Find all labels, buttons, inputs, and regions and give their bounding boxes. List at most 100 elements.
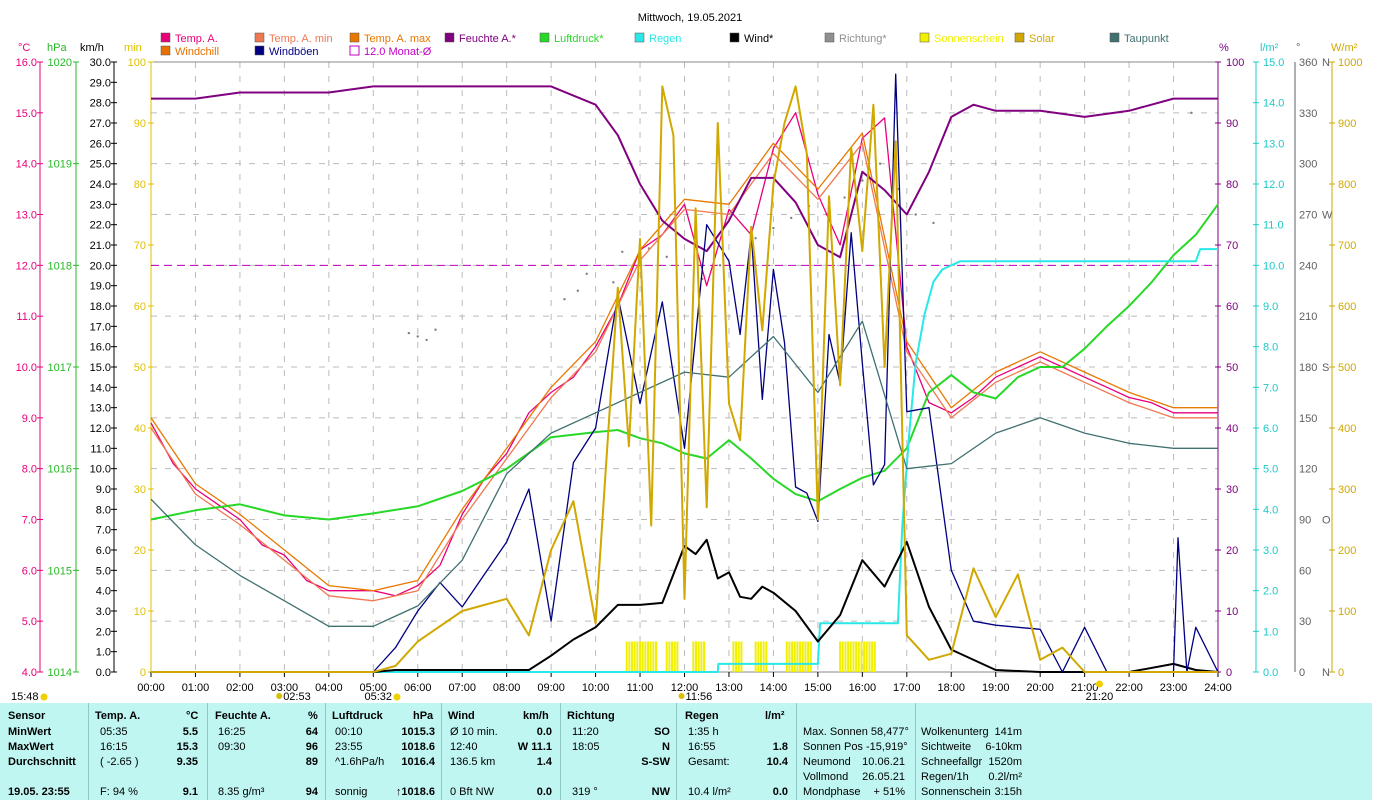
header-sensor: Sensor: [8, 710, 46, 722]
direction-point: [585, 272, 588, 276]
info-cell-feuchte-val: 64: [305, 726, 318, 738]
info-cell-luft-time: ^1.6hPa/h: [335, 756, 385, 768]
axis-rain-label: 6.0: [1263, 423, 1278, 435]
direction-point: [861, 179, 864, 182]
axis-percent-label: 90: [1226, 118, 1238, 130]
axis-kmh-label: 8.0: [96, 504, 111, 516]
direction-point: [718, 264, 722, 267]
info-cell-luft-val: 1016.4: [401, 756, 435, 768]
axis-rain-label: 5.0: [1263, 464, 1278, 476]
axis-min-label: 20: [134, 545, 146, 557]
info-cell-richt-val: NW: [651, 786, 670, 798]
info-cell-extra2-val: 1520m: [988, 756, 1022, 768]
legend-swatch: [1109, 32, 1120, 43]
sunset-icon: [1095, 680, 1103, 688]
legend-label: Wind*: [744, 33, 774, 45]
info-cell-temp-time: 05:35: [100, 726, 128, 738]
unit-direction: °: [1296, 42, 1300, 54]
info-panel: Sensor Temp. A. °C Feuchte A. % Luftdruc…: [0, 703, 1372, 800]
axis-min-label: 50: [134, 362, 146, 374]
info-cell-wind-val: W 11.1: [517, 741, 552, 753]
info-cell-extra2: Sichtweite: [921, 741, 972, 753]
axis-solar-label: 900: [1338, 118, 1356, 130]
info-cell-extra2: Wolkenunterg: [921, 726, 989, 738]
legend-swatch: [349, 32, 360, 43]
header-wind-unit: km/h: [523, 710, 549, 722]
axis-direction-label: 210: [1299, 311, 1317, 323]
separator: [915, 703, 916, 800]
axis-x-label: 07:00: [448, 682, 476, 694]
header-temp-unit: °C: [186, 710, 199, 722]
legend-label: Windböen: [269, 46, 319, 58]
info-cell-extra1: Vollmond: [803, 771, 849, 783]
legend-label: Richtung*: [839, 33, 887, 45]
direction-point: [878, 162, 882, 165]
info-cell-sensor: MaxWert: [8, 741, 54, 753]
unit-kmh: km/h: [80, 42, 104, 54]
direction-point: [1190, 111, 1193, 115]
info-cell-temp-val: 5.5: [182, 726, 198, 738]
axis-kmh-label: 3.0: [96, 606, 111, 618]
info-cell-wind-val: 1.4: [536, 756, 552, 768]
info-cell-extra2: Schneefallgr: [921, 756, 983, 768]
axis-celsius-label: 12.0: [16, 260, 37, 272]
legend-label: Luftdruck*: [554, 33, 604, 45]
legend-swatch: [1014, 32, 1025, 43]
axis-rain-label: 2.0: [1263, 586, 1278, 598]
axis-x-label: 00:00: [137, 682, 165, 694]
axis-kmh-label: 16.0: [90, 342, 111, 354]
axis-min-label: 40: [134, 423, 146, 435]
axis-kmh-label: 5.0: [96, 565, 111, 577]
axis-percent-label: 30: [1226, 484, 1238, 496]
info-cell-extra1: Sonnen Pos -15,919°: [803, 741, 908, 753]
header-regen: Regen: [685, 710, 719, 722]
info-cell-extra2: Regen/1h: [921, 771, 969, 783]
info-cell-luft-time: sonnig: [335, 786, 368, 798]
info-cell-luft-val: 1018.6: [401, 741, 435, 753]
axis-x-label: 06:00: [404, 682, 432, 694]
axis-celsius-label: 11.0: [16, 311, 37, 323]
direction-point: [434, 328, 437, 331]
info-cell-feuchte-val: 96: [305, 741, 318, 753]
info-cell-luft-time: 23:55: [335, 741, 363, 753]
info-cell-extra1: Neumond: [803, 756, 851, 768]
info-cell-richt-val: SO: [654, 726, 670, 738]
info-cell-regen-val: 0.0: [772, 786, 788, 798]
info-cell-richt-val: S-SW: [641, 756, 670, 768]
chart-title: Mittwoch, 19.05.2021: [638, 12, 743, 24]
axis-kmh-label: 26.0: [90, 138, 111, 150]
series-line-temp-a-: [150, 112, 1218, 597]
event-moonrise: 11:56: [686, 691, 713, 703]
axis-direction-compass: N: [1322, 667, 1330, 679]
axis-rain-label: 1.0: [1263, 626, 1278, 638]
info-cell-extra2-val: 0.2l/m²: [988, 771, 1022, 783]
info-cell-feuchte-val: 89: [305, 756, 318, 768]
event-sunset: 21:20: [1086, 691, 1114, 703]
axis-kmh-label: 14.0: [90, 382, 111, 394]
direction-point: [665, 255, 668, 259]
info-cell-extra1-val: 10.06.21: [862, 756, 905, 768]
unit-rain: l/m²: [1260, 42, 1279, 54]
axis-x-label: 13:00: [715, 682, 743, 694]
axis-solar-label: 0: [1338, 667, 1344, 679]
axis-kmh-label: 13.0: [90, 403, 111, 415]
info-cell-richt-time: 319 °: [572, 786, 598, 798]
legend-swatch: [729, 32, 740, 43]
info-cell-extra2-val: 3:15h: [994, 786, 1022, 798]
axis-solar-label: 800: [1338, 179, 1356, 191]
axis-hpa-label: 1014: [48, 667, 72, 679]
axis-kmh-label: 10.0: [90, 464, 111, 476]
separator: [560, 703, 561, 800]
axis-kmh-label: 18.0: [90, 301, 111, 313]
axis-kmh-label: 23.0: [90, 199, 111, 211]
info-cell-luft-time: 00:10: [335, 726, 363, 738]
series-line-windb-en: [151, 73, 1219, 673]
info-row: Durchschnitt ( -2.65 ) 9.35 89 ^1.6hPa/h 1016…: [0, 756, 1372, 771]
info-cell-richt-time: 11:20: [572, 726, 599, 738]
separator: [676, 703, 677, 800]
axis-kmh-label: 7.0: [96, 525, 111, 537]
axis-kmh-label: 2.0: [96, 626, 111, 638]
direction-point: [576, 289, 579, 292]
info-cell-extra1-val: 26.05.21: [862, 771, 905, 783]
axis-rain-label: 8.0: [1263, 342, 1278, 354]
